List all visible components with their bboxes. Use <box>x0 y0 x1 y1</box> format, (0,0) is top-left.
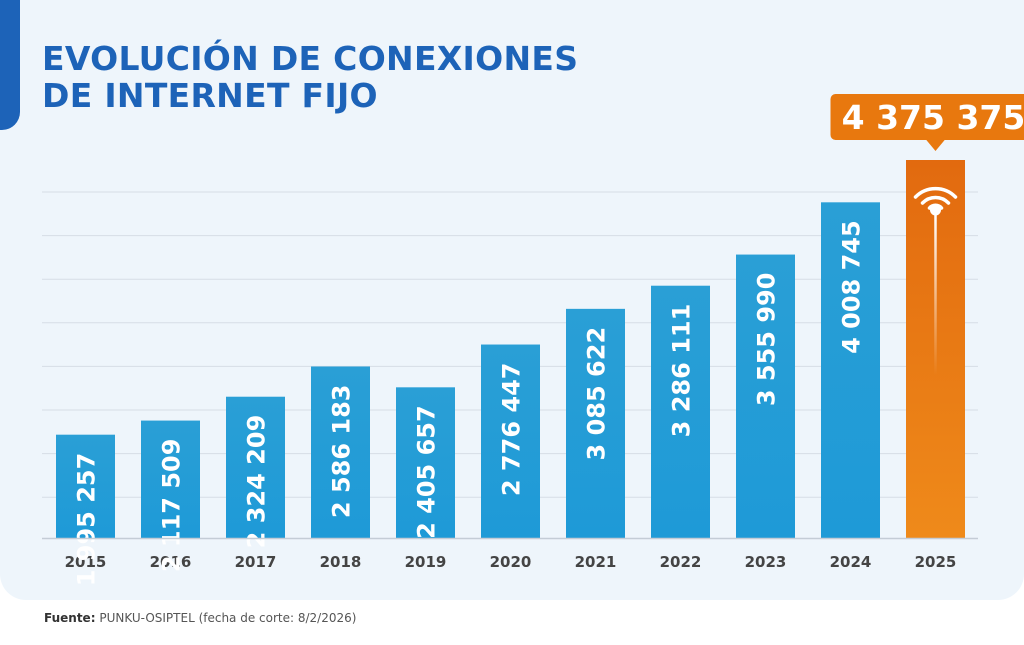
source-text: PUNKU-OSIPTEL (fecha de corte: 8/2/2026) <box>99 611 357 625</box>
x-tick-label: 2017 <box>235 553 277 571</box>
data-label: 2 586 183 <box>328 384 356 518</box>
title-line-1: EVOLUCIÓN DE CONEXIONES <box>42 39 579 78</box>
x-tick-label: 2022 <box>660 553 702 571</box>
bar-2020 <box>481 344 540 538</box>
data-label: 4 008 745 <box>838 220 866 354</box>
bar-2021 <box>566 308 625 538</box>
data-label: 3 085 622 <box>583 327 611 461</box>
source-label: Fuente: <box>44 611 96 625</box>
callout-box <box>830 94 1024 140</box>
data-label: 2 324 209 <box>243 415 271 549</box>
x-tick-label: 2018 <box>320 553 362 571</box>
x-tick-label: 2021 <box>575 553 617 571</box>
data-label: 3 286 111 <box>668 304 696 438</box>
x-tick-label: 2020 <box>490 553 532 571</box>
x-tick-label: 2015 <box>65 553 107 571</box>
x-tick-label: 2025 <box>915 553 957 571</box>
corner-accent <box>0 0 20 130</box>
x-tick-label: 2023 <box>745 553 787 571</box>
data-label: 3 555 990 <box>753 273 781 407</box>
title-line-2: DE INTERNET FIJO <box>42 76 378 115</box>
bar-2023 <box>736 254 795 538</box>
bar-2024 <box>821 202 880 539</box>
data-label: 1 995 257 <box>73 453 101 587</box>
source-note: Fuente: PUNKU-OSIPTEL (fecha de corte: 8… <box>44 611 356 625</box>
bar-2016 <box>141 420 200 538</box>
signal-line <box>934 215 937 375</box>
wifi-icon <box>913 186 958 216</box>
bar-2015 <box>56 434 115 538</box>
data-label: 2 405 657 <box>413 405 441 539</box>
callout-pointer <box>925 139 946 151</box>
data-label: 2 117 509 <box>158 439 186 573</box>
bar-2017 <box>226 396 285 538</box>
chart-panel: EVOLUCIÓN DE CONEXIONES DE INTERNET FIJO… <box>0 0 1024 600</box>
bar-2022 <box>651 285 710 538</box>
bar-2018 <box>311 366 370 538</box>
page-title: EVOLUCIÓN DE CONEXIONES DE INTERNET FIJO <box>42 40 578 114</box>
x-tick-label: 2024 <box>830 553 872 571</box>
x-tick-label: 2019 <box>405 553 447 571</box>
bar-2019 <box>396 387 455 538</box>
callout-value: 4 375 375 <box>842 98 1024 137</box>
data-label: 2 776 447 <box>498 363 526 497</box>
x-tick-label: 2016 <box>150 553 192 571</box>
